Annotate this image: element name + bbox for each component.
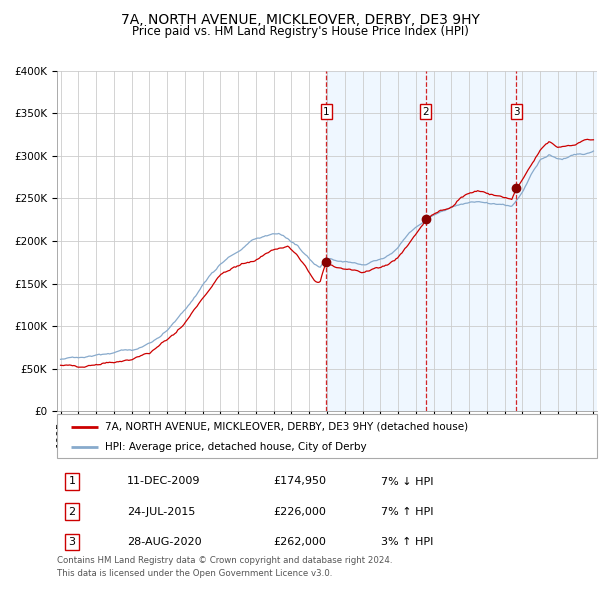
Text: 7A, NORTH AVENUE, MICKLEOVER, DERBY, DE3 9HY (detached house): 7A, NORTH AVENUE, MICKLEOVER, DERBY, DE3… <box>104 422 467 431</box>
Text: 1: 1 <box>68 477 76 487</box>
Text: £174,950: £174,950 <box>273 477 326 487</box>
Text: 2: 2 <box>68 507 76 517</box>
Text: 3: 3 <box>513 107 520 117</box>
Text: 7A, NORTH AVENUE, MICKLEOVER, DERBY, DE3 9HY: 7A, NORTH AVENUE, MICKLEOVER, DERBY, DE3… <box>121 13 479 27</box>
Text: 1: 1 <box>323 107 329 117</box>
Text: 3: 3 <box>68 537 76 547</box>
Text: 7% ↑ HPI: 7% ↑ HPI <box>381 507 433 517</box>
Text: £226,000: £226,000 <box>273 507 326 517</box>
Text: HPI: Average price, detached house, City of Derby: HPI: Average price, detached house, City… <box>104 442 366 453</box>
Text: 2: 2 <box>422 107 429 117</box>
Text: 3% ↑ HPI: 3% ↑ HPI <box>381 537 433 547</box>
Text: 7% ↓ HPI: 7% ↓ HPI <box>381 477 433 487</box>
Text: 11-DEC-2009: 11-DEC-2009 <box>127 477 200 487</box>
Text: 28-AUG-2020: 28-AUG-2020 <box>127 537 202 547</box>
Text: Contains HM Land Registry data © Crown copyright and database right 2024.: Contains HM Land Registry data © Crown c… <box>57 556 392 565</box>
Text: This data is licensed under the Open Government Licence v3.0.: This data is licensed under the Open Gov… <box>57 569 332 578</box>
Bar <box>326 71 600 411</box>
Text: 24-JUL-2015: 24-JUL-2015 <box>127 507 196 517</box>
Text: Price paid vs. HM Land Registry's House Price Index (HPI): Price paid vs. HM Land Registry's House … <box>131 25 469 38</box>
Text: £262,000: £262,000 <box>273 537 326 547</box>
